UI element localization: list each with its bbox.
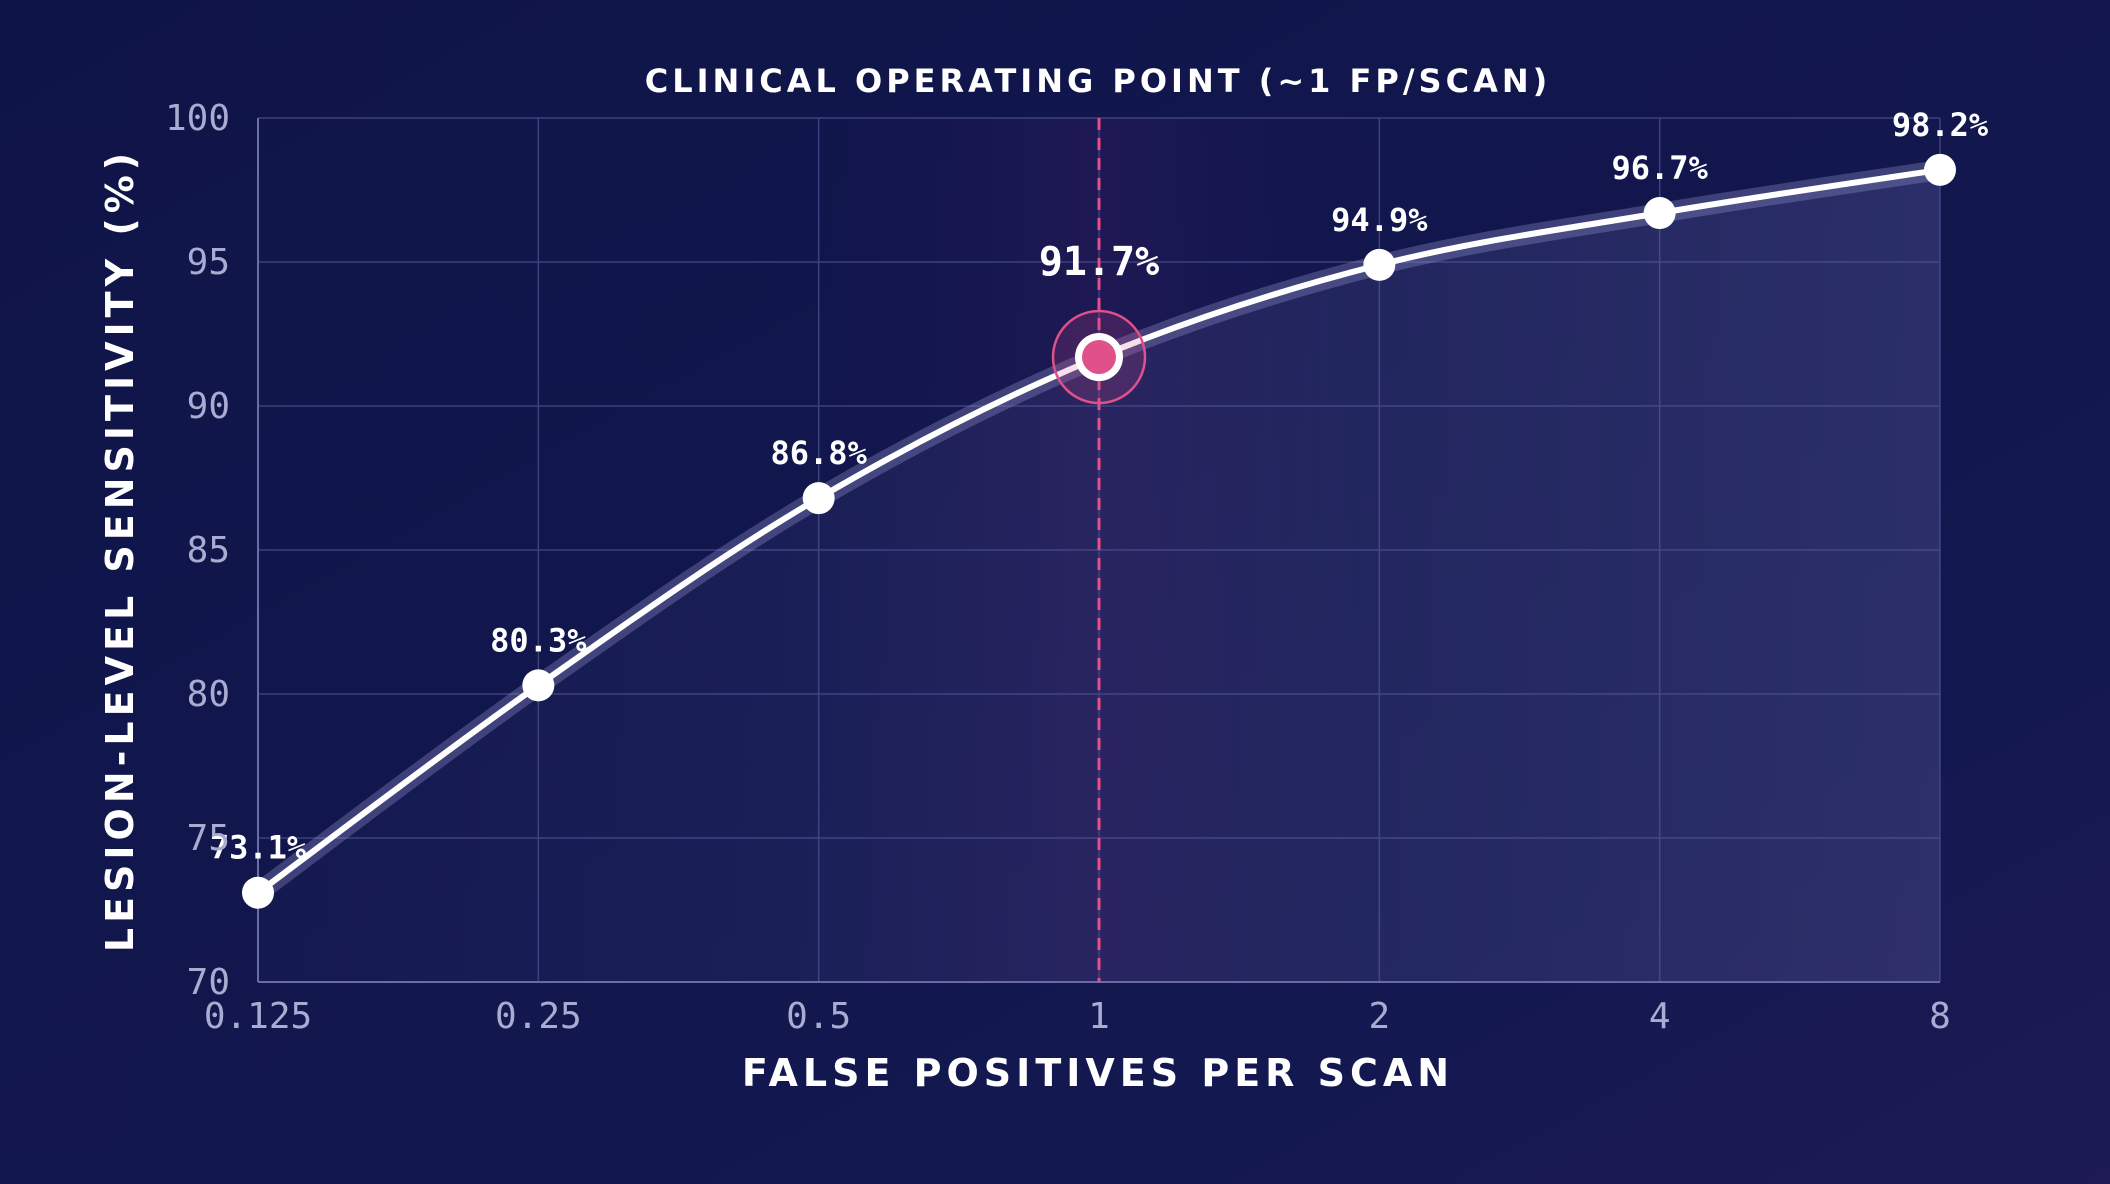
x-tick-label-2: 0.5	[786, 996, 851, 1037]
operating-point-annotation: CLINICAL OPERATING POINT (~1 FP/SCAN)	[645, 62, 1551, 100]
x-tick-label-3: 1	[1088, 996, 1110, 1037]
data-label-5: 96.7%	[1612, 149, 1709, 187]
data-points	[242, 153, 1956, 909]
x-axis-title: FALSE POSITIVES PER SCAN	[742, 1051, 1454, 1095]
data-point-4	[1363, 248, 1396, 281]
data-point-1	[522, 669, 555, 702]
data-point-6	[1924, 153, 1956, 186]
x-tick-label-6: 8	[1929, 996, 1951, 1037]
x-tick-label-1: 0.25	[495, 996, 582, 1037]
data-label-3: 91.7%	[1039, 239, 1159, 285]
y-tick-label-6: 100	[165, 98, 230, 139]
axis-ticks: 70 75 80 85 90 95 100 0.125 0.25 0.5 1 2 4 8	[165, 98, 1951, 1037]
area-under-curve	[258, 169, 1940, 983]
y-tick-label-0: 70	[187, 962, 230, 1003]
y-tick-label-2: 80	[187, 674, 230, 715]
y-axis-title: LESION-LEVEL SENSITIVITY (%)	[98, 148, 142, 952]
data-point-5	[1643, 197, 1676, 230]
data-label-4: 94.9%	[1331, 201, 1428, 239]
x-tick-label-4: 2	[1368, 996, 1390, 1037]
data-point-2	[802, 482, 835, 515]
data-labels: 73.1% 80.3% 86.8% 91.7% 94.9% 96.7% 98.2%	[210, 106, 1989, 867]
data-label-2: 86.8%	[771, 434, 868, 472]
y-tick-label-4: 90	[187, 386, 230, 427]
data-point-3	[1082, 340, 1116, 375]
y-tick-label-5: 95	[187, 242, 230, 283]
x-tick-label-0: 0.125	[204, 996, 312, 1037]
x-tick-label-5: 4	[1649, 996, 1671, 1037]
data-label-6: 98.2%	[1892, 106, 1989, 144]
y-tick-label-3: 85	[187, 530, 230, 571]
data-point-0	[242, 876, 274, 909]
data-label-0: 73.1%	[210, 829, 307, 867]
data-label-1: 80.3%	[490, 621, 587, 659]
y-tick-label-1: 75	[187, 818, 230, 859]
